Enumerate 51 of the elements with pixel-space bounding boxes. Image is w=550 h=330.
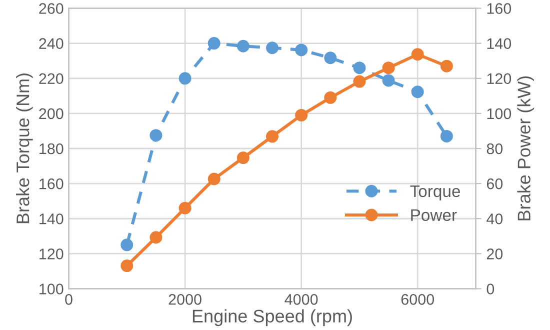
point xyxy=(440,130,453,142)
y2-tick-label: 40 xyxy=(486,213,503,224)
y2-tick-label: 80 xyxy=(486,143,503,154)
y2-tick-label: 0 xyxy=(486,284,494,294)
point xyxy=(324,91,337,104)
point xyxy=(266,42,278,54)
point xyxy=(150,231,162,244)
y-tick-label: 260 xyxy=(39,3,64,14)
point xyxy=(120,260,134,272)
point xyxy=(411,48,424,61)
point xyxy=(208,172,220,186)
point xyxy=(266,130,278,143)
point xyxy=(208,37,220,50)
point xyxy=(236,40,250,52)
point xyxy=(150,129,162,142)
y-tick-label: 100 xyxy=(40,284,64,294)
y2-axis-title: Brake Power (kW) xyxy=(517,76,534,220)
point xyxy=(353,75,366,88)
y2-tick-label: 20 xyxy=(486,248,503,260)
point xyxy=(236,152,250,164)
point xyxy=(295,108,308,122)
y-tick-label: 140 xyxy=(40,213,64,224)
point xyxy=(295,44,308,56)
point xyxy=(411,86,424,98)
point xyxy=(178,72,192,85)
y-tick-label: 200 xyxy=(39,108,64,120)
x-tick-label: 0 xyxy=(65,294,72,305)
y-tick-label: 160 xyxy=(40,178,64,190)
y-axis-title: Brake Torque (Nm) xyxy=(16,74,33,224)
x-axis-title: Engine Speed (rpm) xyxy=(192,309,352,326)
point xyxy=(440,60,453,72)
point xyxy=(382,74,395,87)
legend-label: Power xyxy=(411,209,457,222)
legend-label: Torque xyxy=(410,186,460,200)
y2-tick-label: 100 xyxy=(487,108,512,120)
x-tick-label: 2000 xyxy=(168,294,202,305)
point xyxy=(120,238,134,252)
y-tick-label: 240 xyxy=(39,38,64,49)
point xyxy=(324,52,337,64)
y2-tick-label: 120 xyxy=(487,73,512,84)
y2-tick-label: 60 xyxy=(486,178,503,190)
y-tick-label: 220 xyxy=(39,73,64,84)
y2-tick-label: 140 xyxy=(487,38,512,49)
y-tick-label: 120 xyxy=(40,248,64,260)
point xyxy=(353,62,366,74)
x-tick-label: 6000 xyxy=(401,294,434,305)
y-tick-label: 180 xyxy=(40,143,64,154)
point xyxy=(382,62,395,74)
point xyxy=(178,202,192,214)
x-tick-label: 4000 xyxy=(284,294,318,305)
y2-tick-label: 160 xyxy=(487,3,512,14)
